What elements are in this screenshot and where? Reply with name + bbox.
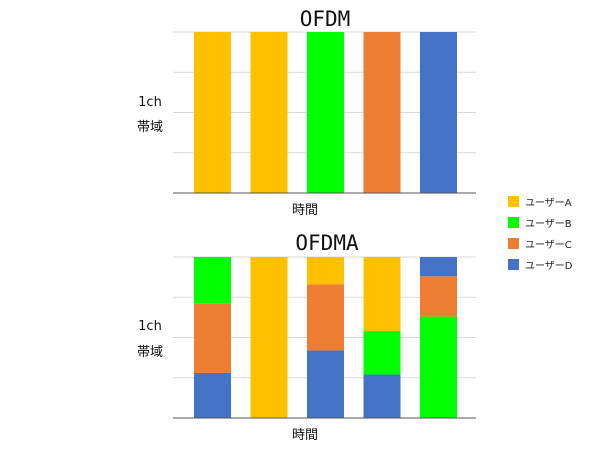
y-axis-label-line-1: 1ch (138, 319, 162, 334)
chart-title: OFDMA (295, 231, 359, 255)
bar-segment (194, 257, 231, 304)
bars (194, 32, 457, 193)
legend-swatch (508, 196, 519, 207)
bar-segment (250, 32, 288, 193)
legend-label: ユーザーB (525, 219, 572, 230)
ofdm-chart: OFDM 1ch 帯域 時間 (137, 7, 476, 218)
bar-segment (250, 257, 288, 418)
legend-item-user-d: ユーザーD (508, 254, 573, 275)
bar-segment (307, 284, 344, 351)
chart-title: OFDM (300, 7, 351, 31)
bar-segment (420, 32, 457, 193)
bar-segment (307, 257, 344, 285)
bar-segment (194, 32, 231, 193)
y-axis-label-line-1: 1ch (138, 95, 162, 110)
legend-label: ユーザーC (525, 240, 572, 251)
y-axis-label-line-2: 帯域 (137, 120, 163, 135)
legend: ユーザーA ユーザーB ユーザーC ユーザーD (508, 191, 573, 275)
bar-segment (194, 303, 231, 373)
bar-segment (363, 257, 401, 332)
ofdma-chart: OFDMA 1ch 帯域 時間 (137, 231, 476, 443)
legend-item-user-c: ユーザーC (508, 233, 573, 254)
legend-item-user-a: ユーザーA (508, 191, 573, 212)
bar-segment (307, 32, 344, 193)
bar-segment (420, 276, 457, 317)
bar-segment (363, 331, 401, 375)
bars (194, 257, 457, 418)
legend-swatch (508, 217, 519, 228)
bar-segment (420, 316, 457, 418)
x-axis-label: 時間 (292, 203, 318, 218)
bar-segment (420, 257, 457, 277)
legend-label: ユーザーD (525, 261, 573, 272)
bar-segment (307, 350, 344, 418)
bar-segment (363, 374, 401, 418)
y-axis-label-line-2: 帯域 (137, 345, 163, 360)
legend-swatch (508, 238, 519, 249)
x-axis-label: 時間 (292, 428, 318, 443)
legend-item-user-b: ユーザーB (508, 212, 573, 233)
legend-label: ユーザーA (525, 198, 572, 209)
bar-segment (363, 32, 401, 193)
legend-swatch (508, 259, 519, 270)
bar-segment (194, 372, 231, 418)
